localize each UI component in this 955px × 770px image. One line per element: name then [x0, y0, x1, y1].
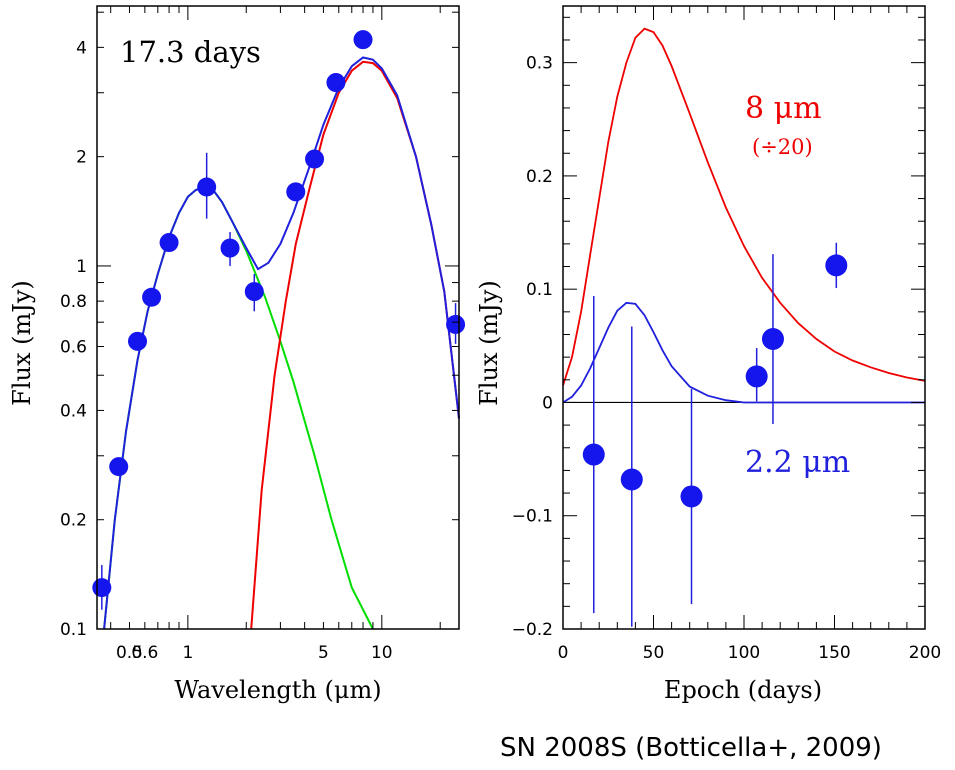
sed-point-4 — [159, 233, 179, 253]
sed-y-axis-title: Flux (mJy) — [8, 280, 36, 406]
sed-point-2 — [128, 331, 148, 351]
sed-point-3 — [142, 287, 162, 307]
sed-curve-2 — [103, 56, 460, 630]
light-curve-y-tick-label-4: 0.2 — [526, 167, 553, 187]
sed-point-6 — [220, 238, 240, 258]
light-curve-data-points — [582, 254, 848, 508]
light-curve-panel: 0 50 100 150 200 −0.2 −0.1 0 0.1 0.2 0.3 8 μm (÷20… — [475, 5, 941, 704]
sed-error-bars — [101, 152, 457, 610]
sed-point-9 — [305, 149, 325, 169]
light-curve-x-tick-label-4: 200 — [909, 643, 941, 663]
sed-point-10 — [326, 73, 346, 93]
light-curve-x-axis-title: Epoch (days) — [664, 676, 822, 704]
sed-y-tick-label-5: 1 — [76, 257, 87, 277]
sed-point-7 — [244, 282, 264, 302]
light-curve-point-3 — [745, 365, 768, 388]
sed-x-tick-label-0: 0.5 — [116, 643, 143, 663]
sed-y-tick-label-3: 0.6 — [60, 337, 87, 357]
light-curve-y-tick-label-2: 0 — [542, 393, 553, 413]
light-curve-x-tick-label-0: 0 — [558, 643, 569, 663]
light-curve-y-tick-label-1: −0.1 — [512, 507, 553, 527]
sed-x-tick-label-1: 0.6 — [131, 643, 158, 663]
light-curve-axis-ticks: 0 50 100 150 200 −0.2 −0.1 0 0.1 0.2 0.3 — [512, 6, 941, 663]
sed-point-0 — [92, 578, 112, 598]
sed-y-tick-label-4: 0.8 — [60, 292, 87, 312]
light-curve-y-tick-label-0: −0.2 — [512, 620, 553, 640]
sed-point-5 — [197, 177, 217, 197]
light-curve-y-tick-label-5: 0.3 — [526, 54, 553, 74]
sed-model-curves — [103, 56, 460, 630]
sed-x-tick-label-3: 5 — [318, 643, 329, 663]
curve-label-8um-scale: (÷20) — [752, 135, 813, 159]
sed-point-1 — [109, 457, 129, 477]
sed-plot-frame — [96, 5, 460, 630]
light-curve-y-axis-title: Flux (mJy) — [475, 280, 503, 406]
light-curve-x-tick-label-2: 100 — [728, 643, 760, 663]
light-curve-point-4 — [761, 328, 784, 351]
light-curve-point-2 — [680, 485, 703, 508]
sed-y-tick-label-0: 0.1 — [60, 620, 87, 640]
light-curve-1 — [562, 301, 925, 404]
light-curve-point-0 — [582, 443, 605, 466]
light-curve-models — [562, 27, 926, 404]
light-curve-x-tick-label-3: 150 — [818, 643, 850, 663]
sed-y-tick-label-2: 0.4 — [60, 401, 87, 421]
light-curve-error-bars — [593, 242, 838, 627]
curve-label-2um: 2.2 μm — [745, 445, 850, 480]
sed-y-tick-label-6: 2 — [76, 148, 87, 168]
sed-data-points — [92, 30, 466, 598]
light-curve-x-tick-label-1: 50 — [643, 643, 665, 663]
sed-x-tick-label-4: 10 — [371, 643, 393, 663]
light-curve-y-tick-label-3: 0.1 — [526, 280, 553, 300]
sed-point-11 — [353, 30, 373, 50]
light-curve-point-5 — [825, 254, 848, 277]
sed-x-axis-title: Wavelength (μm) — [174, 676, 381, 704]
sed-y-tick-label-7: 4 — [76, 38, 87, 58]
light-curve-point-1 — [620, 468, 643, 491]
epoch-annotation: 17.3 days — [120, 35, 261, 69]
sed-point-12 — [446, 314, 466, 334]
sed-curve-0 — [103, 186, 374, 630]
light-curve-0 — [562, 27, 926, 386]
curve-label-8um: 8 μm — [745, 91, 822, 126]
sed-point-8 — [286, 182, 306, 202]
sed-y-tick-label-1: 0.2 — [60, 511, 87, 531]
sed-x-tick-label-2: 1 — [182, 643, 193, 663]
figure-caption: SN 2008S (Botticella+, 2009) — [500, 733, 882, 763]
